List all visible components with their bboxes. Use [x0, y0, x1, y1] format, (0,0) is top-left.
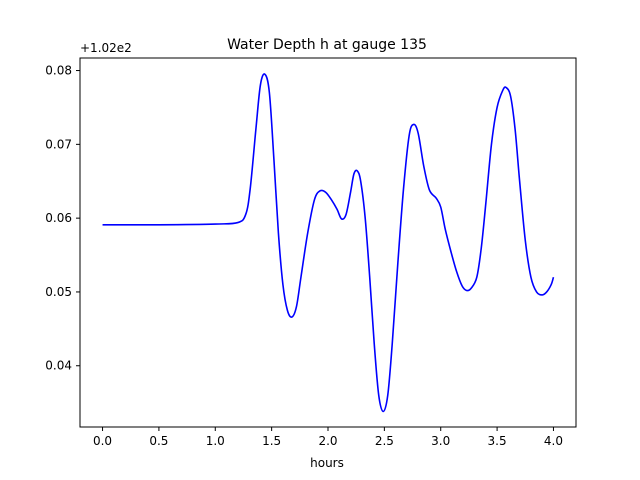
y-tick-label: 0.08 — [45, 64, 72, 78]
y-tick-label: 0.07 — [45, 137, 72, 151]
ticks-layer: 0.0 0.5 1.0 1.5 2.0 2.5 3.0 3.5 4.0 0.04 0.05 0.06 0… — [45, 64, 563, 448]
y-tick-label: 0.06 — [45, 211, 72, 225]
y-tick-label: 0.05 — [45, 285, 72, 299]
chart-title: Water Depth h at gauge 135 — [227, 37, 427, 53]
plot-frame — [79, 57, 577, 428]
x-tick-label: 4.0 — [544, 434, 563, 448]
x-tick-label: 0.0 — [93, 434, 112, 448]
series-layer — [102, 73, 555, 413]
x-tick-label: 1.5 — [262, 434, 281, 448]
y-tick-label: 0.04 — [45, 359, 72, 373]
x-tick-label: 2.5 — [375, 434, 394, 448]
x-tick-label: 1.0 — [206, 434, 225, 448]
x-tick-label: 0.5 — [149, 434, 168, 448]
x-axis-label: hours — [310, 456, 344, 470]
x-tick-label: 3.5 — [488, 434, 507, 448]
x-tick-label: 2.0 — [318, 434, 337, 448]
x-tick-label: 3.0 — [431, 434, 450, 448]
series-line — [102, 73, 555, 413]
y-offset-label: +1.02e2 — [80, 41, 132, 55]
